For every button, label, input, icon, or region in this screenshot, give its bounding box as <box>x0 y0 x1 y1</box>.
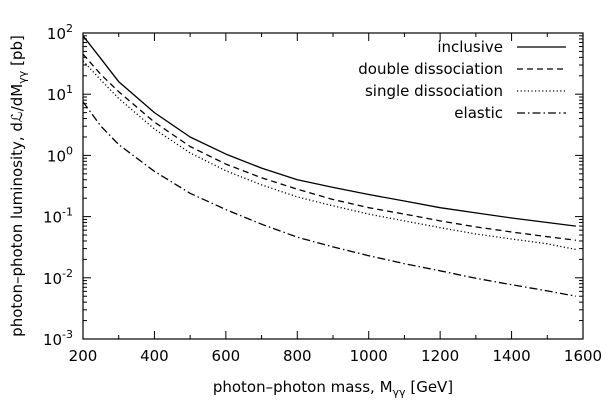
x-tick-label: 1200 <box>421 347 459 365</box>
axis-ticks <box>82 32 584 340</box>
y-axis-title: photon–photon luminosity, dℒ/dMγγ [pb] <box>8 35 29 337</box>
x-tick-label: 200 <box>69 347 98 365</box>
legend-label: double dissociation <box>358 60 503 78</box>
legend: inclusive double dissociation single disso… <box>358 38 566 122</box>
x-tick-label: 600 <box>212 347 241 365</box>
y-tick-label: 10-2 <box>43 267 73 288</box>
series-line-inclusive <box>82 35 576 227</box>
series-curves <box>82 35 577 297</box>
series-line-single-dissociation <box>82 60 577 251</box>
series-line-double-dissociation <box>82 53 576 241</box>
x-axis-title: photon–photon mass, Mγγ [GeV] <box>213 378 453 399</box>
y-tick-label: 10-1 <box>43 206 73 227</box>
y-tick-label: 102 <box>47 22 73 43</box>
y-tick-label: 100 <box>47 144 73 165</box>
x-tick-label: 1000 <box>350 347 388 365</box>
x-tick-label: 1600 <box>564 347 602 365</box>
x-tick-label: 400 <box>140 347 169 365</box>
series-line-elastic <box>82 101 577 297</box>
legend-label: elastic <box>454 104 503 122</box>
y-tick-label: 10-3 <box>43 328 73 349</box>
x-tick-label: 1400 <box>492 347 530 365</box>
plot-frame <box>82 32 584 340</box>
legend-label: inclusive <box>437 38 503 56</box>
legend-label: single dissociation <box>365 82 503 100</box>
y-tick-labels: 10-3 10-2 10-1 100 101 102 <box>43 22 73 349</box>
x-tick-labels: 200 400 600 800 1000 1200 1400 1600 <box>69 347 602 365</box>
y-tick-label: 101 <box>47 83 73 104</box>
x-tick-label: 800 <box>283 347 312 365</box>
